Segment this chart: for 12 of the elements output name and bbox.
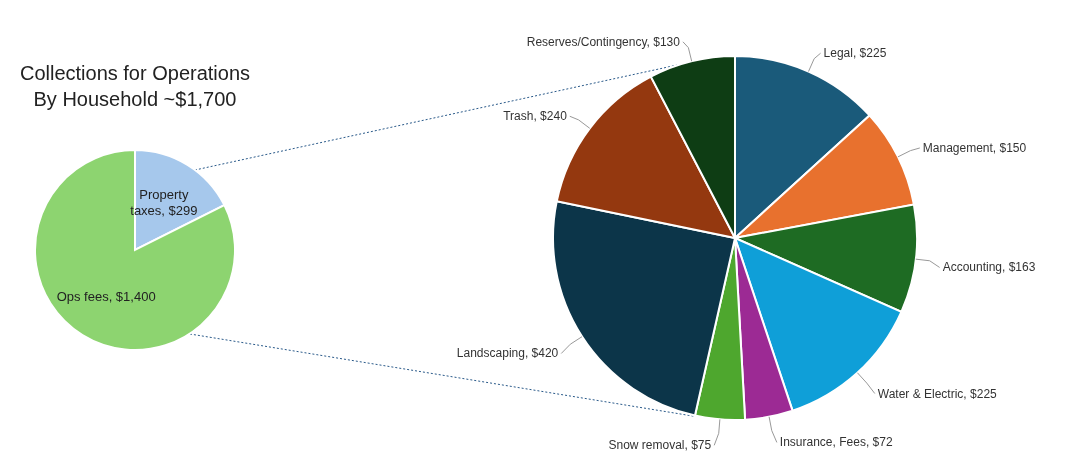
chart-title: Collections for Operations By Household ~$1,700 [19,62,251,110]
slice-label: Ops fees, $1,400 [56,288,156,304]
slice-label: Legal, $225 [823,46,887,61]
slice-label: Reserves/Contingency, $130 [526,34,681,49]
slice-label: Trash, $240 [503,109,568,124]
slice-label: Landscaping, $420 [456,346,559,361]
slice-label: Snow removal, $75 [608,438,712,453]
pie-slice [34,149,236,351]
slice-label: Insurance, Fees, $72 [779,435,893,450]
slice-label: Management, $150 [922,140,1027,155]
slice-label: Accounting, $163 [942,260,1036,275]
slice-label: Water & Electric, $225 [877,386,998,401]
